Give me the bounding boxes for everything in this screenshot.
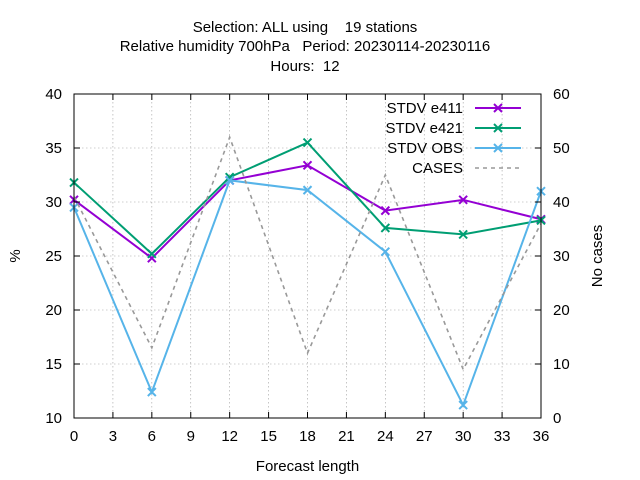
data-point (302, 160, 313, 170)
data-point (302, 185, 313, 195)
series-stdv-e421 (69, 137, 546, 259)
data-point (458, 195, 468, 205)
data-point (380, 246, 391, 257)
axis-ticks: 0 3 6 9 12 15 18 21 24 27 30 33 36101520253035400102… (45, 86, 569, 445)
y2-tick-label: 50 (553, 140, 570, 157)
series-line (73, 134, 542, 372)
legend-item: STDV OBS (387, 140, 521, 157)
x-tick-label: 24 (377, 428, 394, 445)
y-tick-label: 40 (45, 86, 62, 103)
x-axis-label: Forecast length (256, 458, 359, 475)
data-point (380, 205, 391, 216)
x-tick-label: 12 (221, 428, 238, 445)
legend-item: CASES (412, 160, 521, 177)
x-tick-label: 15 (260, 428, 277, 445)
data-point (147, 249, 157, 259)
legend-label: STDV e411 (387, 100, 463, 117)
grid (74, 94, 541, 418)
data-point (493, 123, 503, 133)
y-tick-label: 15 (45, 356, 62, 373)
y2-tick-label: 20 (553, 302, 570, 319)
series-layer (69, 134, 546, 410)
y2-tick-label: 40 (553, 194, 570, 211)
y-tick-label: 25 (45, 248, 62, 265)
x-tick-label: 33 (494, 428, 511, 445)
x-tick-label: 36 (533, 428, 550, 445)
legend-label: STDV e421 (385, 120, 463, 137)
data-point (458, 229, 468, 240)
y2-tick-label: 10 (553, 356, 570, 373)
title-line: Relative humidity 700hPa Period: 2023011… (120, 38, 491, 55)
x-tick-label: 6 (148, 428, 156, 445)
y2-axis-label: No cases (589, 225, 606, 288)
x-tick-label: 3 (109, 428, 117, 445)
y-tick-label: 20 (45, 302, 62, 319)
y-tick-label: 10 (45, 410, 62, 427)
y2-tick-label: 60 (553, 86, 570, 103)
title-line: Hours: 12 (270, 58, 339, 75)
x-tick-label: 18 (299, 428, 316, 445)
data-point (380, 223, 391, 233)
y-tick-label: 35 (45, 140, 62, 157)
x-tick-label: 30 (455, 428, 472, 445)
series-cases (73, 134, 542, 372)
x-tick-label: 9 (187, 428, 195, 445)
data-point (493, 103, 503, 113)
x-tick-label: 21 (338, 428, 355, 445)
data-point (458, 400, 468, 410)
legend-item: STDV e411 (387, 100, 521, 117)
x-tick-label: 0 (70, 428, 78, 445)
legend: STDV e411 STDV e421 STDV OBS CASES (385, 100, 521, 177)
title-line: Selection: ALL using 19 stations (193, 19, 418, 36)
chart-title: Selection: ALL using 19 stations Relative… (120, 19, 491, 75)
y-tick-label: 30 (45, 194, 62, 211)
data-point (224, 175, 235, 186)
x-tick-label: 27 (416, 428, 433, 445)
y2-tick-label: 0 (553, 410, 561, 427)
legend-label: CASES (412, 160, 463, 177)
data-point (302, 137, 313, 148)
y-axis-label: % (7, 249, 24, 262)
y2-tick-label: 30 (553, 248, 570, 265)
legend-label: STDV OBS (387, 140, 463, 157)
data-point (493, 143, 503, 153)
legend-item: STDV e421 (385, 120, 521, 137)
data-point (147, 387, 157, 397)
